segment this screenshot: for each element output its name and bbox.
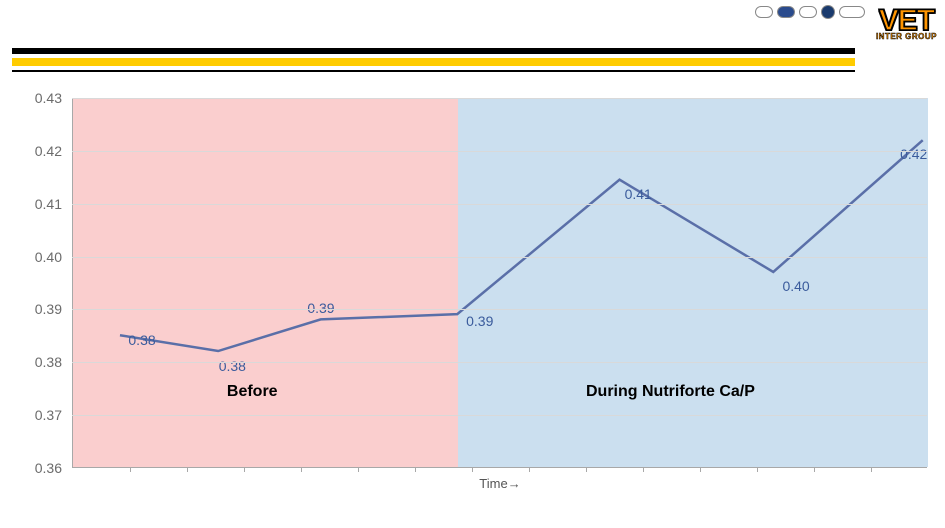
x-tick	[643, 467, 644, 472]
partner-logo-4	[821, 5, 835, 19]
x-tick	[586, 467, 587, 472]
y-tick-label: 0.40	[22, 249, 62, 265]
partner-logo-1	[755, 6, 773, 18]
y-tick-label: 0.42	[22, 143, 62, 159]
line-path	[120, 140, 923, 351]
gridline	[72, 257, 927, 258]
header-bar-black-top	[12, 48, 855, 54]
gridline	[72, 151, 927, 152]
partner-logo-5	[839, 6, 865, 18]
y-tick-label: 0.38	[22, 354, 62, 370]
data-label: 0.38	[219, 358, 246, 374]
x-tick	[700, 467, 701, 472]
header: VET INTER GROUP	[0, 0, 945, 90]
x-tick	[130, 467, 131, 472]
gridline	[72, 309, 927, 310]
x-tick	[187, 467, 188, 472]
x-axis-label: Time→	[479, 476, 520, 491]
data-label: 0.38	[128, 332, 155, 348]
data-label: 0.39	[466, 313, 493, 329]
partner-logo-2	[777, 6, 795, 18]
gridline	[72, 98, 927, 99]
header-bar-black-bottom	[12, 70, 855, 72]
data-label: 0.40	[782, 278, 809, 294]
y-tick-label: 0.37	[22, 407, 62, 423]
y-tick-label: 0.41	[22, 196, 62, 212]
region-label: Before	[227, 383, 278, 401]
region-label: During Nutriforte Ca/P	[586, 383, 755, 401]
gridline	[72, 204, 927, 205]
x-tick	[757, 467, 758, 472]
brand-sub-text: INTER GROUP	[876, 34, 937, 41]
data-label: 0.39	[307, 300, 334, 316]
x-tick	[358, 467, 359, 472]
gridline	[72, 415, 927, 416]
chart: Time→ Before During Nutriforte Ca/P 0.38 0.…	[22, 98, 927, 498]
x-tick	[244, 467, 245, 472]
x-tick	[415, 467, 416, 472]
x-tick	[472, 467, 473, 472]
x-tick	[871, 467, 872, 472]
x-tick	[529, 467, 530, 472]
x-tick	[814, 467, 815, 472]
data-label: 0.42	[900, 146, 927, 162]
header-bar-yellow	[12, 58, 855, 66]
partner-logos	[755, 5, 865, 19]
y-tick-label: 0.36	[22, 460, 62, 476]
brand-logo: VET INTER GROUP	[876, 8, 937, 40]
y-tick-label: 0.43	[22, 90, 62, 106]
data-label: 0.41	[625, 186, 652, 202]
gridline	[72, 362, 927, 363]
brand-main-text: VET	[876, 8, 937, 34]
x-tick	[301, 467, 302, 472]
y-tick-label: 0.39	[22, 301, 62, 317]
plot-area: Time→ BeforeDuring Nutriforte Ca/P0.380.…	[72, 98, 927, 468]
partner-logo-3	[799, 6, 817, 18]
